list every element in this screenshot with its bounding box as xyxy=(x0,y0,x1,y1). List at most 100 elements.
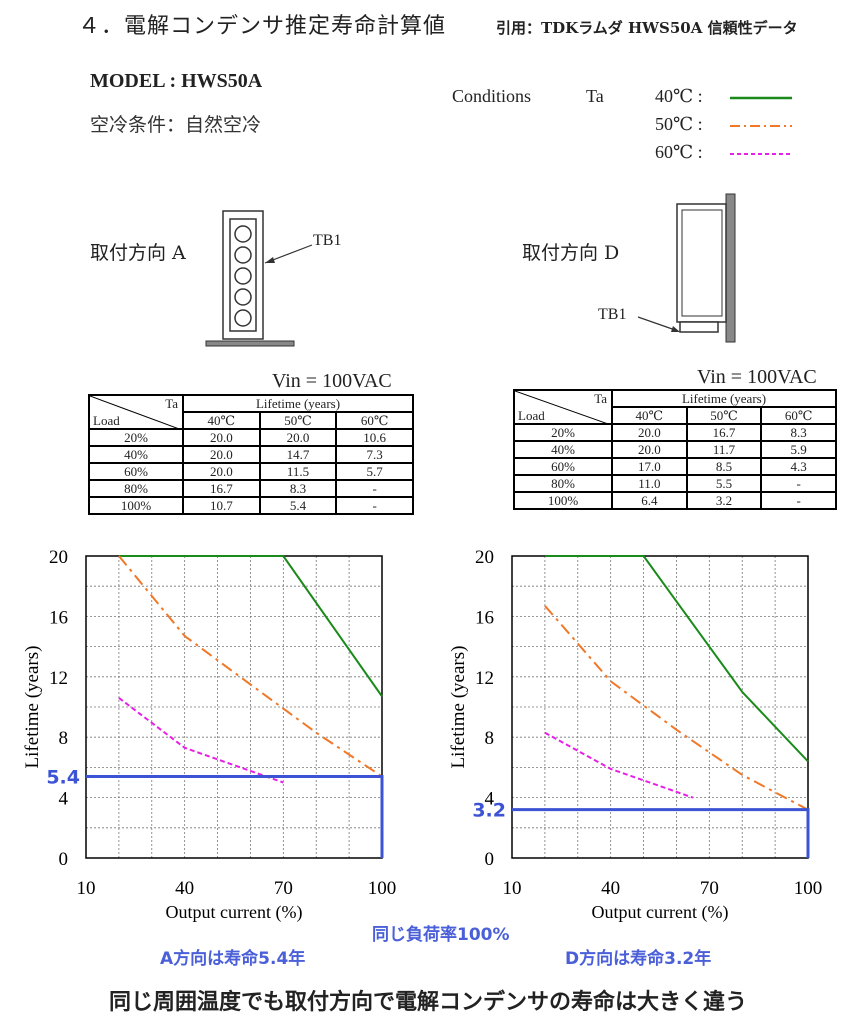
value-cell: 20.0 xyxy=(611,440,688,459)
load-cell: 80% xyxy=(88,479,184,498)
x-tick-label: 100 xyxy=(368,878,397,899)
value-cell: 5.5 xyxy=(685,474,763,493)
value-cell: 20.0 xyxy=(258,428,338,447)
value-cell: 20.0 xyxy=(182,462,261,481)
value-cell: 3.2 xyxy=(685,491,763,510)
value-cell: 5.4 xyxy=(258,496,338,515)
value-cell: 5.9 xyxy=(760,440,837,459)
marker-line xyxy=(86,774,384,858)
temp-header: 50℃ xyxy=(258,411,338,430)
vin-label-d: Vin = 100VAC xyxy=(697,366,817,388)
table-row: 40% 20.0 11.7 5.9 xyxy=(513,440,837,459)
caption-direction-a: A方向は寿命5.4年 xyxy=(160,949,306,969)
y-tick-label: 0 xyxy=(485,849,495,870)
table-load-header: Load xyxy=(93,413,120,428)
table-row: 60% 20.0 11.5 5.7 xyxy=(88,462,414,481)
mount-label-a: 取付方向 A xyxy=(90,242,186,264)
value-cell: 6.4 xyxy=(611,491,688,510)
load-cell: 20% xyxy=(513,423,613,442)
table-temp-row: 40℃ 50℃ 60℃ xyxy=(514,406,837,425)
marker-value-label: 5.4 xyxy=(46,766,80,788)
series-line-2 xyxy=(118,697,284,784)
tb1-label-d: TB1 xyxy=(598,306,627,323)
temp-header: 60℃ xyxy=(760,406,837,425)
lifetime-table-a: Ta Load Lifetime (years) 40℃ 50℃ 60℃ 20%… xyxy=(88,394,414,515)
table-row: 80% 16.7 8.3- xyxy=(88,479,414,498)
table-temp-row: 40℃ 50℃ 60℃ xyxy=(89,411,414,430)
y-tick-label: 4 xyxy=(485,789,495,810)
value-cell: 16.7 xyxy=(685,423,763,442)
legend-temp-50: 50℃ : xyxy=(655,114,703,134)
value-cell: 20.0 xyxy=(182,445,261,464)
x-tick-label: 10 xyxy=(77,878,96,899)
conditions-label: Conditions xyxy=(452,86,532,106)
y-tick-label: 16 xyxy=(475,607,494,628)
x-tick-label: 70 xyxy=(274,878,293,899)
y-axis-label: Lifetime (years) xyxy=(22,646,43,769)
x-tick-label: 40 xyxy=(601,878,620,899)
value-cell: 11.7 xyxy=(685,440,763,459)
load-cell: 60% xyxy=(513,457,613,476)
marker-value-label: 3.2 xyxy=(472,800,506,822)
table-diagonal xyxy=(90,396,182,430)
value-cell: 8.3 xyxy=(258,479,338,498)
load-cell: 100% xyxy=(513,491,613,510)
page-title: ４．電解コンデンサ推定寿命計算値 xyxy=(78,14,447,39)
value-cell: 10.7 xyxy=(182,496,261,515)
load-cell: 80% xyxy=(513,474,613,493)
table-diagonal xyxy=(515,391,611,425)
y-tick-label: 8 xyxy=(485,728,495,749)
y-axis-label: Lifetime (years) xyxy=(448,646,469,769)
table-row: 20% 20.0 16.7 8.3 xyxy=(513,423,837,442)
y-tick-label: 20 xyxy=(475,547,494,568)
conclusion-message: 同じ周囲温度でも取付方向で電解コンデンサの寿命は大きく違う xyxy=(108,990,747,1015)
value-cell: 11.5 xyxy=(258,462,338,481)
table-row: 40% 20.0 14.7 7.3 xyxy=(88,445,414,464)
y-tick-label: 20 xyxy=(49,547,68,568)
lifetime-header: Lifetime (years) xyxy=(182,394,414,413)
table-row: 100% 10.7 5.4- xyxy=(88,496,414,515)
temp-header: 40℃ xyxy=(182,411,261,430)
value-cell: - xyxy=(760,474,837,493)
table-row: 100% 6.4 3.2- xyxy=(513,491,837,510)
series-line-1 xyxy=(544,605,809,811)
load-cell: 20% xyxy=(88,428,184,447)
x-axis-label: Output current (%) xyxy=(166,902,303,923)
series-line-0 xyxy=(544,555,809,763)
table-corner-cell: Ta Load xyxy=(513,389,613,425)
legend-temp-40: 40℃ : xyxy=(655,86,703,106)
legend-swatches xyxy=(730,96,792,155)
value-cell: 5.7 xyxy=(335,462,414,481)
y-tick-label: 4 xyxy=(59,789,69,810)
series-line-1 xyxy=(118,555,383,778)
value-cell: - xyxy=(760,491,837,510)
series-line-2 xyxy=(544,731,694,799)
value-cell: 7.3 xyxy=(335,445,414,464)
table-header-row: Ta Load Lifetime (years) xyxy=(88,394,414,430)
table-header-row: Ta Load Lifetime (years) xyxy=(513,389,837,425)
load-cell: 40% xyxy=(513,440,613,459)
table-load-header: Load xyxy=(518,408,545,423)
vin-label-a: Vin = 100VAC xyxy=(272,370,392,392)
table-row: 20% 20.0 20.0 10.6 xyxy=(88,428,414,447)
x-tick-label: 40 xyxy=(175,878,194,899)
value-cell: 14.7 xyxy=(258,445,338,464)
table-row: 80% 11.0 5.5- xyxy=(513,474,837,493)
load-cell: 40% xyxy=(88,445,184,464)
mounting-a-diagram xyxy=(205,210,313,347)
value-cell: 8.5 xyxy=(685,457,763,476)
value-cell: 16.7 xyxy=(182,479,261,498)
value-cell: 4.3 xyxy=(760,457,837,476)
tb1-arrow-d xyxy=(637,316,680,332)
caption-direction-d: D方向は寿命3.2年 xyxy=(565,949,712,969)
value-cell: 11.0 xyxy=(611,474,688,493)
plot-frame xyxy=(511,555,809,859)
x-tick-label: 100 xyxy=(794,878,823,899)
model-name: MODEL : HWS50A xyxy=(90,70,263,92)
load-cell: 60% xyxy=(88,462,184,481)
table-ta-header: Ta xyxy=(165,396,178,411)
value-cell: 8.3 xyxy=(760,423,837,442)
y-tick-label: 12 xyxy=(475,668,494,689)
temp-header: 50℃ xyxy=(685,406,763,425)
load-cell: 100% xyxy=(88,496,184,515)
